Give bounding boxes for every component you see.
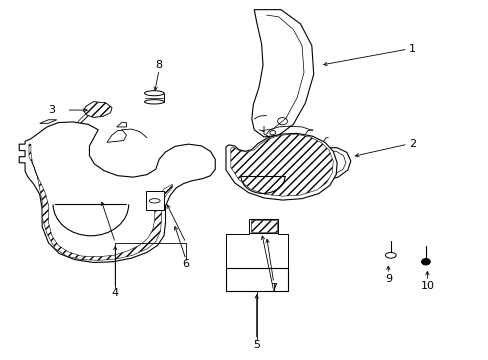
Polygon shape — [249, 220, 277, 233]
Text: 10: 10 — [420, 281, 433, 291]
Polygon shape — [144, 93, 163, 102]
Text: 5: 5 — [253, 340, 260, 350]
Text: 2: 2 — [408, 139, 415, 149]
Polygon shape — [250, 220, 276, 232]
Polygon shape — [251, 10, 313, 137]
Text: 4: 4 — [111, 288, 119, 298]
Polygon shape — [83, 102, 112, 117]
Polygon shape — [225, 134, 336, 200]
Polygon shape — [313, 158, 326, 168]
Text: 6: 6 — [182, 259, 189, 269]
Polygon shape — [29, 144, 172, 260]
Polygon shape — [83, 102, 112, 117]
Ellipse shape — [421, 258, 429, 265]
Text: 1: 1 — [408, 44, 415, 54]
Polygon shape — [230, 134, 332, 196]
Polygon shape — [19, 122, 215, 262]
Polygon shape — [107, 131, 126, 142]
Polygon shape — [40, 120, 57, 123]
Text: 9: 9 — [384, 274, 391, 284]
Text: 3: 3 — [48, 105, 55, 115]
Polygon shape — [225, 268, 288, 291]
Text: 7: 7 — [270, 283, 277, 293]
Text: 8: 8 — [155, 60, 163, 70]
Polygon shape — [117, 123, 126, 127]
Polygon shape — [146, 192, 163, 211]
Polygon shape — [306, 148, 350, 181]
